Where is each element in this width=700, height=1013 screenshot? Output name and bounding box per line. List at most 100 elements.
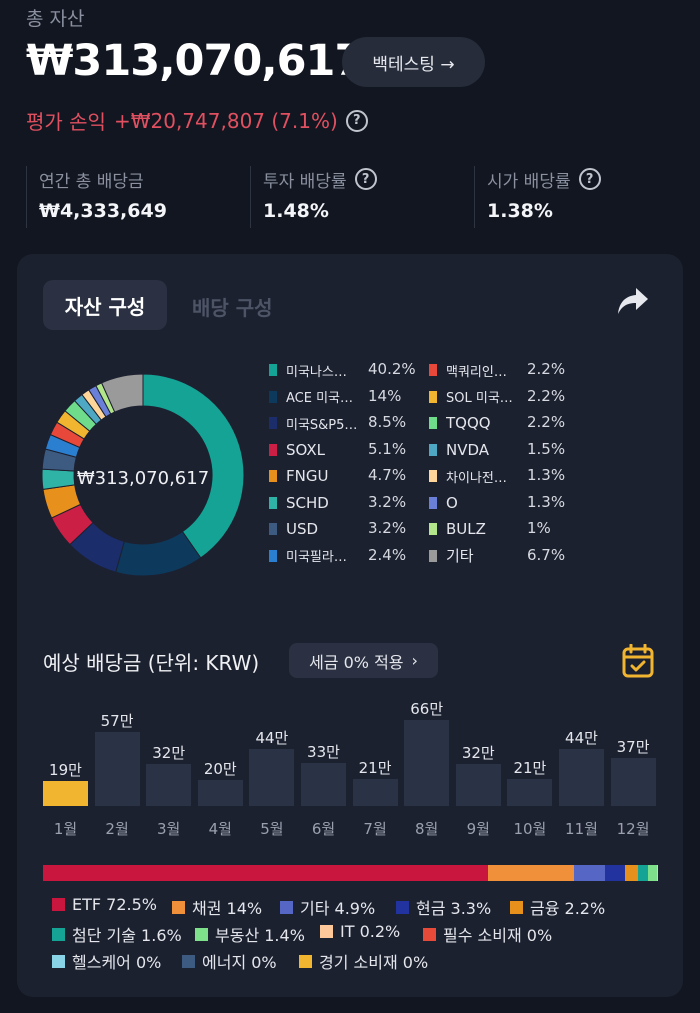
legend-percent: 2.2% xyxy=(527,360,566,378)
legend-swatch xyxy=(429,523,437,535)
legend-item: 미국S&P5… xyxy=(269,412,356,434)
sector-label: 금융 2.2% xyxy=(530,899,606,918)
legend-swatch xyxy=(429,417,437,429)
sector-label: 필수 소비재 0% xyxy=(443,926,553,945)
bar-9[interactable] xyxy=(455,764,501,806)
legend-name: O xyxy=(446,493,458,512)
bar-value-label: 21만 xyxy=(513,758,547,777)
legend-name: 차이나전… xyxy=(446,470,507,486)
legend-swatch xyxy=(269,364,277,376)
tax-apply-button[interactable]: 세금 0% 적용 › xyxy=(289,643,438,678)
bar-value-label: 32만 xyxy=(461,744,495,763)
question-circle-icon[interactable]: ? xyxy=(345,109,368,132)
tax-apply-label: 세금 0% 적용 xyxy=(309,652,404,672)
sector-label: 기타 4.9% xyxy=(300,899,376,918)
backtest-button[interactable]: 백테스팅 → xyxy=(342,37,485,87)
sector-swatch xyxy=(195,927,208,941)
sector-legend-item: 필수 소비재 0% xyxy=(423,922,552,946)
legend-swatch xyxy=(269,417,277,429)
sector-swatch xyxy=(299,954,312,968)
legend-swatch xyxy=(269,549,277,562)
bar-value-label: 33만 xyxy=(307,743,340,761)
month-label: 1월 xyxy=(53,820,78,838)
legend-name: SOXL xyxy=(286,440,326,459)
legend-name: USD xyxy=(286,520,319,538)
month-label: 4월 xyxy=(208,820,232,838)
bar-1[interactable] xyxy=(43,781,88,806)
bar-value-label: 21만 xyxy=(358,758,392,777)
month-label: 3월 xyxy=(157,820,181,838)
tab-asset-composition[interactable]: 자산 구성 xyxy=(43,280,167,330)
legend-swatch xyxy=(269,496,277,509)
bar-7[interactable] xyxy=(352,778,398,806)
month-label: 2월 xyxy=(105,820,129,838)
legend-item: SCHD xyxy=(269,492,356,514)
sector-segment xyxy=(43,865,489,881)
bar-value-label: 44만 xyxy=(565,728,598,747)
sector-legend-item: 기타 4.9% xyxy=(280,895,375,919)
bar-6[interactable] xyxy=(301,763,346,806)
legend-swatch xyxy=(429,390,437,403)
total-asset-value: ₩313,070,617 xyxy=(26,36,364,86)
sector-segment xyxy=(638,865,649,881)
sector-distribution-bar xyxy=(43,865,658,881)
expected-dividend-title: 예상 배당금 (단위: KRW) xyxy=(43,651,260,675)
question-circle-icon[interactable]: ? xyxy=(354,168,377,190)
bar-3[interactable] xyxy=(146,764,192,806)
donut-center-total: ₩313,070,617 xyxy=(77,468,209,489)
sector-label: 헬스케어 0% xyxy=(72,953,162,972)
legend-item: 미국필라… xyxy=(269,545,356,567)
bar-value-label: 44만 xyxy=(255,728,289,747)
donut-slice xyxy=(100,373,144,413)
bar-12[interactable] xyxy=(610,757,656,806)
legend-percent: 4.7% xyxy=(368,466,407,484)
legend-item: TQQQ xyxy=(429,412,516,434)
profit-loss-label: 평가 손익 xyxy=(26,110,106,134)
bar-2[interactable] xyxy=(94,731,140,806)
bar-4[interactable] xyxy=(197,779,243,806)
sector-swatch xyxy=(52,898,65,911)
stat-investment-yield: 투자 배당률? 1.48% xyxy=(250,166,460,228)
sector-legend-item: ETF 72.5% xyxy=(52,895,157,914)
legend-name: 맥쿼리인… xyxy=(446,364,507,380)
legend-percent: 40.2% xyxy=(368,360,416,378)
bar-5[interactable] xyxy=(249,748,295,806)
stat-value: 1.38% xyxy=(487,200,553,222)
legend-swatch xyxy=(269,390,277,403)
sector-segment xyxy=(604,865,625,881)
bar-value-label: 20만 xyxy=(203,759,237,778)
sector-segment xyxy=(624,865,639,881)
stat-value: 1.48% xyxy=(263,200,329,222)
stat-annual-dividend: 연간 총 배당금 ₩4,333,649 xyxy=(26,166,236,228)
question-circle-icon[interactable]: ? xyxy=(578,168,601,190)
legend-item: 맥쿼리인… xyxy=(429,359,516,381)
bar-11[interactable] xyxy=(559,748,604,806)
legend-percent: 5.1% xyxy=(368,439,407,458)
month-label: 11월 xyxy=(565,820,598,838)
sector-swatch xyxy=(423,927,436,941)
legend-name: 미국S&P5… xyxy=(286,417,356,433)
tab-dividend-composition[interactable]: 배당 구성 xyxy=(192,296,273,320)
sector-segment xyxy=(488,865,575,881)
calendar-check-icon[interactable] xyxy=(622,643,654,682)
sector-swatch xyxy=(52,954,65,968)
sector-legend-item: 첨단 기술 1.6% xyxy=(52,922,182,946)
legend-percent: 1.5% xyxy=(527,439,566,458)
sector-legend-item: 경기 소비재 0% xyxy=(299,949,428,973)
bar-10[interactable] xyxy=(507,778,553,806)
legend-percent: 1% xyxy=(527,519,551,537)
bar-8[interactable] xyxy=(404,720,450,806)
share-arrow-icon[interactable] xyxy=(616,286,650,320)
sector-legend-item: IT 0.2% xyxy=(320,922,400,941)
month-label: 12월 xyxy=(616,820,650,838)
legend-name: NVDA xyxy=(446,440,490,459)
sector-legend-item: 현금 3.3% xyxy=(396,895,491,919)
legend-percent: 1.3% xyxy=(527,492,566,511)
month-label: 9월 xyxy=(466,820,490,838)
sector-label: 에너지 0% xyxy=(202,953,277,972)
legend-percent: 2.4% xyxy=(368,545,407,564)
stat-label: 투자 배당률 xyxy=(263,171,347,192)
legend-percent: 2.2% xyxy=(527,413,566,431)
month-label: 8월 xyxy=(415,820,439,838)
legend-swatch xyxy=(429,364,437,376)
